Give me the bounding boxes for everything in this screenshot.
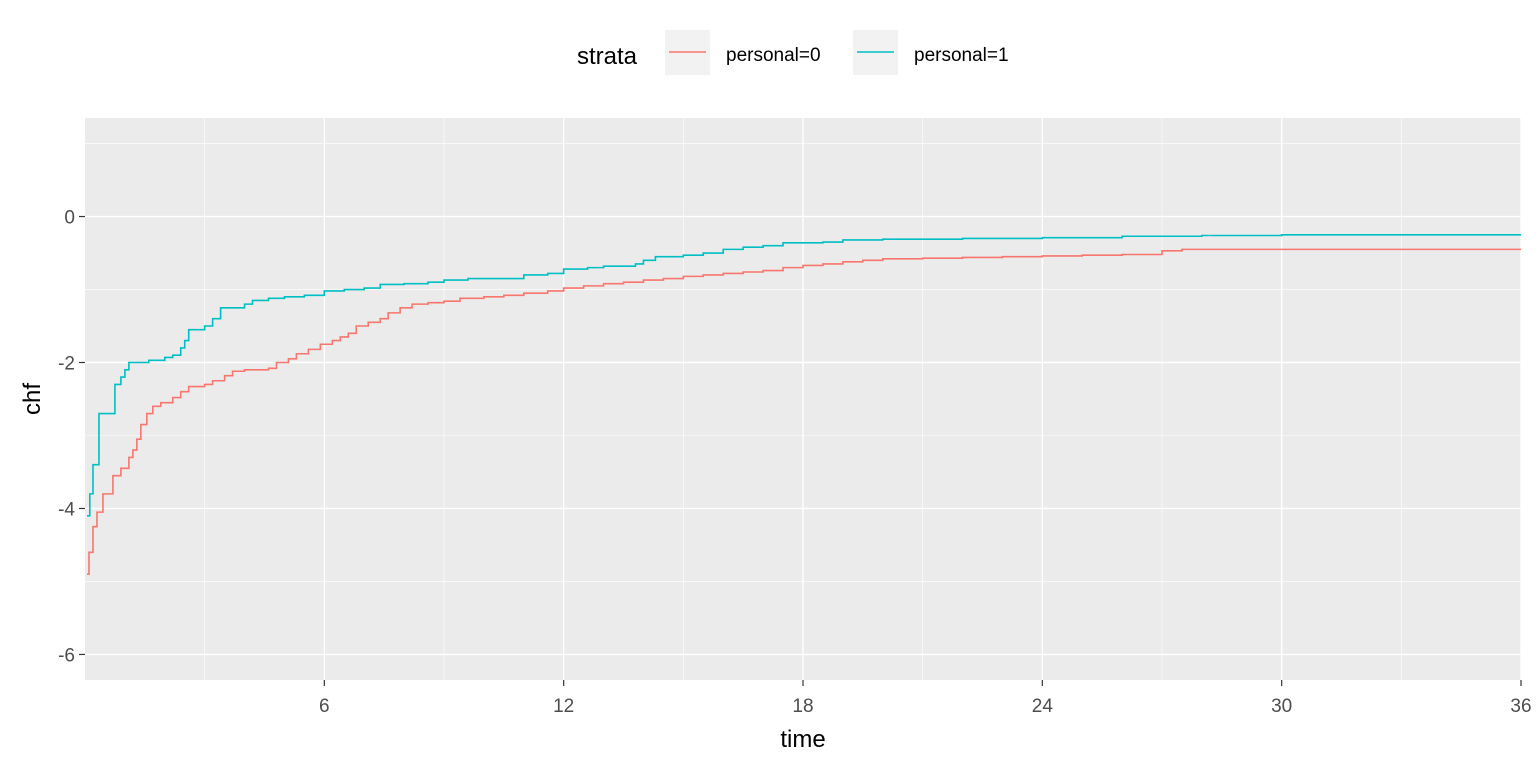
x-tick-label: 6 [319,696,330,717]
y-tick-label: -2 [58,354,75,375]
y-tick-label: -4 [58,499,75,520]
x-tick-label: 18 [792,696,813,717]
y-tick-label: -6 [58,645,75,666]
series-line-personal-0 [86,248,1521,575]
gridlines [85,118,1522,680]
x-axis-title: time [780,726,825,753]
x-tick-label: 12 [553,696,574,717]
x-tick-label: 24 [1032,696,1054,717]
series-line-personal-1 [86,233,1521,517]
y-tick-label: 0 [64,208,75,229]
legend-label-personal-1: personal=1 [914,45,1009,66]
series-layer [86,233,1521,575]
legend-title: strata [577,43,638,70]
x-tick-label: 36 [1510,696,1531,717]
legend-label-personal-0: personal=0 [726,45,821,66]
legend: strata personal=0 personal=1 [577,30,1009,75]
axis-ticks: 6 12 18 24 30 36 0 -2 -4 -6 [58,208,1531,717]
x-tick-label: 30 [1271,696,1292,717]
y-axis-title: chf [19,383,46,415]
